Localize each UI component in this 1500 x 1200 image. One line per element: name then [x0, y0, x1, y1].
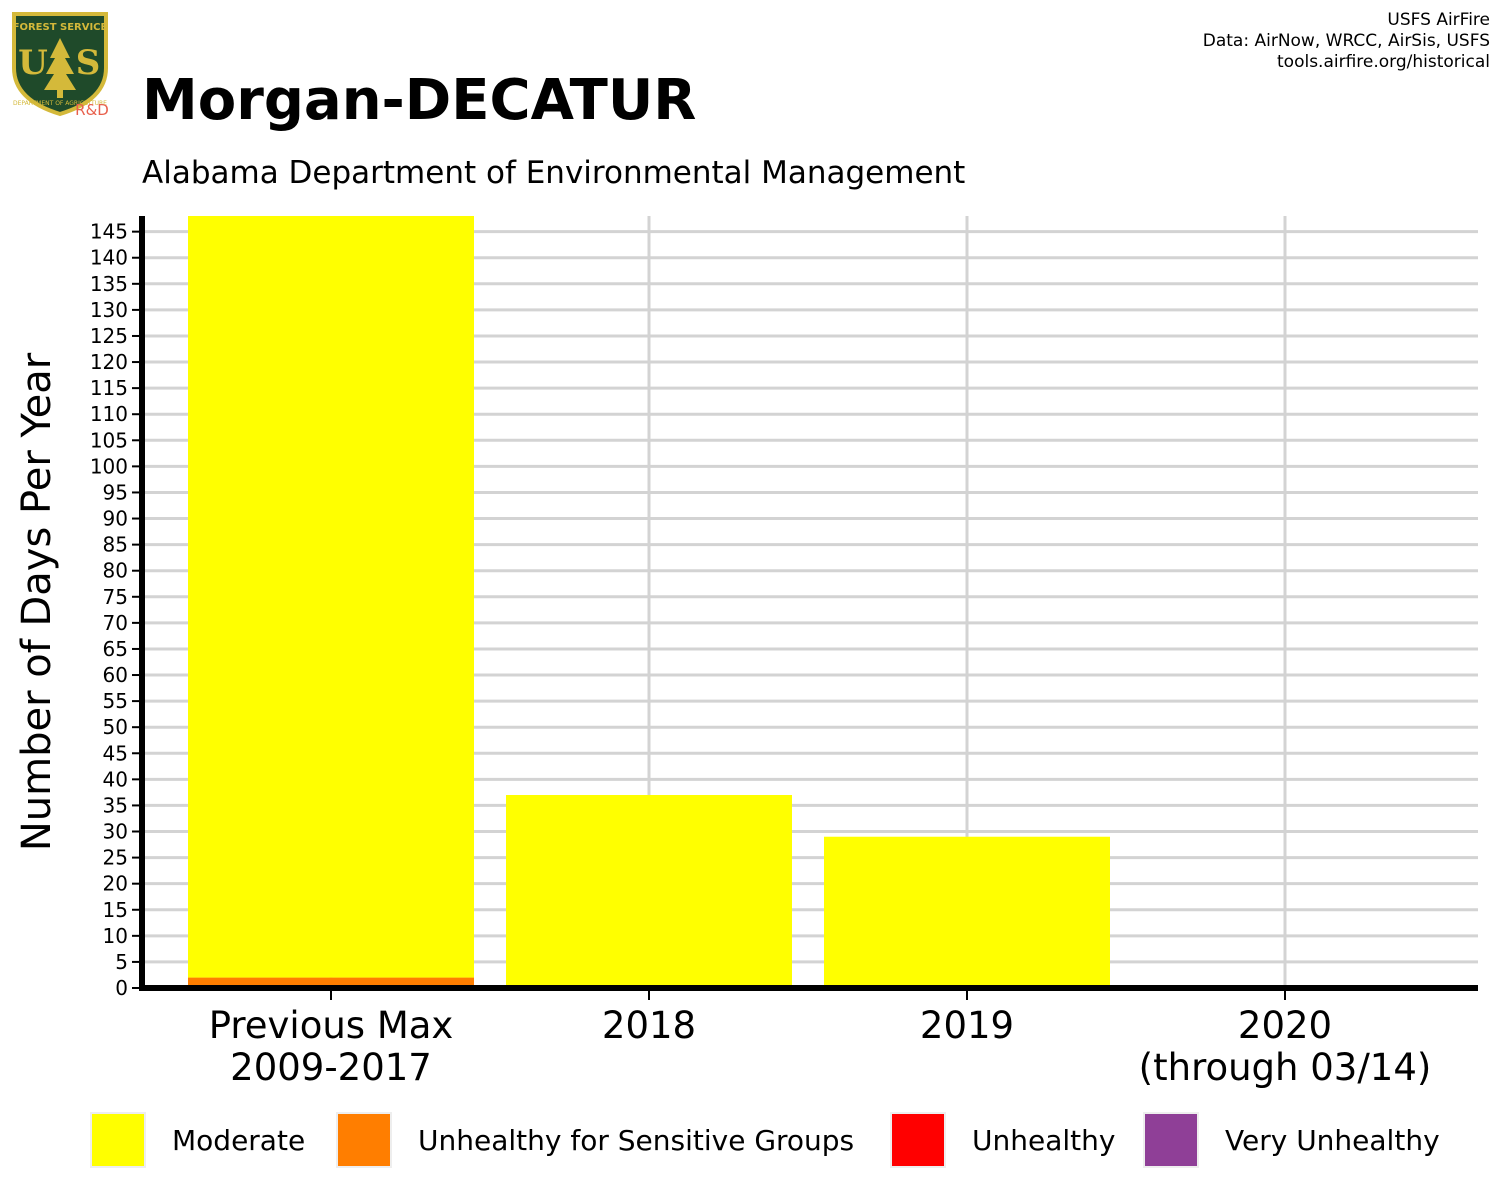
y-tick-label: 10: [103, 924, 128, 948]
credit-line: USFS AirFire: [1387, 10, 1490, 30]
y-tick-label: 105: [90, 428, 128, 452]
y-tick-label: 15: [103, 898, 128, 922]
legend-item-very-unhealthy: Very Unhealthy: [1143, 1110, 1440, 1170]
legend-swatch: [90, 1112, 146, 1168]
legend: Moderate Unhealthy for Sensitive Groups …: [90, 1110, 1490, 1170]
y-tick-label: 75: [103, 585, 128, 609]
logo-text-top: FOREST SERVICE: [13, 22, 108, 33]
y-tick-label: 130: [90, 298, 128, 322]
y-tick-label: 90: [103, 507, 128, 531]
y-tick-label: 70: [103, 611, 128, 635]
x-tick-label: 2019: [920, 1004, 1014, 1047]
y-tick-label: 110: [90, 402, 128, 426]
y-tick-label: 115: [90, 376, 128, 400]
y-tick-label: 30: [103, 820, 128, 844]
credit-line: Data: AirNow, WRCC, AirSis, USFS: [1202, 31, 1490, 51]
bar-segment: [188, 216, 474, 978]
y-tick-label: 100: [90, 454, 128, 478]
legend-label: Very Unhealthy: [1225, 1123, 1440, 1157]
y-tick-label: 20: [103, 872, 128, 896]
logo-letter-s: S: [76, 43, 101, 83]
forest-service-logo: FOREST SERVICE U S DEPARTMENT OF AGRICUL…: [12, 12, 109, 119]
y-tick-label: 125: [90, 324, 128, 348]
bar-segment: [506, 795, 792, 988]
y-tick-label: 5: [115, 950, 128, 974]
x-tick-label: 2009-2017: [230, 1046, 432, 1089]
logo-letter-u: U: [18, 43, 48, 83]
y-tick-label: 135: [90, 272, 128, 296]
x-tick-label: (through 03/14): [1139, 1046, 1432, 1089]
y-tick-label: 0: [115, 976, 128, 1000]
y-tick-label: 45: [103, 741, 128, 765]
y-tick-label: 65: [103, 637, 128, 661]
chart-subtitle: Alabama Department of Environmental Mana…: [142, 155, 966, 191]
y-axis-label: Number of Days Per Year: [14, 352, 60, 851]
bar-segment: [824, 836, 1110, 988]
y-tick-label: 95: [103, 480, 128, 504]
legend-label: Unhealthy: [972, 1123, 1116, 1157]
legend-swatch: [336, 1112, 392, 1168]
legend-swatch: [1143, 1112, 1199, 1168]
y-tick-label: 25: [103, 846, 128, 870]
tree-icon: [44, 38, 76, 98]
credits: USFS AirFire Data: AirNow, WRCC, AirSis,…: [1203, 10, 1490, 73]
x-tick-label: Previous Max: [209, 1004, 454, 1047]
y-tick-label: 60: [103, 663, 128, 687]
y-tick-label: 50: [103, 715, 128, 739]
chart-title: Morgan-DECATUR: [142, 68, 697, 133]
logo-text-bottom: DEPARTMENT OF AGRICULTURE: [13, 100, 107, 107]
legend-swatch: [890, 1112, 946, 1168]
legend-label: Moderate: [172, 1123, 306, 1157]
legend-label: Unhealthy for Sensitive Groups: [418, 1123, 855, 1157]
y-tick-label: 85: [103, 533, 128, 557]
y-tick-label: 120: [90, 350, 128, 374]
y-tick-label: 80: [103, 559, 128, 583]
legend-item-moderate: Moderate: [90, 1110, 305, 1170]
y-tick-label: 145: [90, 220, 128, 244]
logo-rd-text: R&D: [75, 101, 109, 119]
x-tick-label: 2018: [602, 1004, 696, 1047]
legend-item-unhealthy: Unhealthy: [890, 1110, 1115, 1170]
credit-line: tools.airfire.org/historical: [1277, 52, 1490, 72]
y-tick-label: 55: [103, 689, 128, 713]
y-tick-label: 140: [90, 246, 128, 270]
bar-segment: [188, 977, 474, 988]
x-tick-label: 2020: [1238, 1004, 1332, 1047]
legend-item-usg: Unhealthy for Sensitive Groups: [336, 1110, 854, 1170]
y-tick-label: 40: [103, 767, 128, 791]
y-tick-label: 35: [103, 793, 128, 817]
